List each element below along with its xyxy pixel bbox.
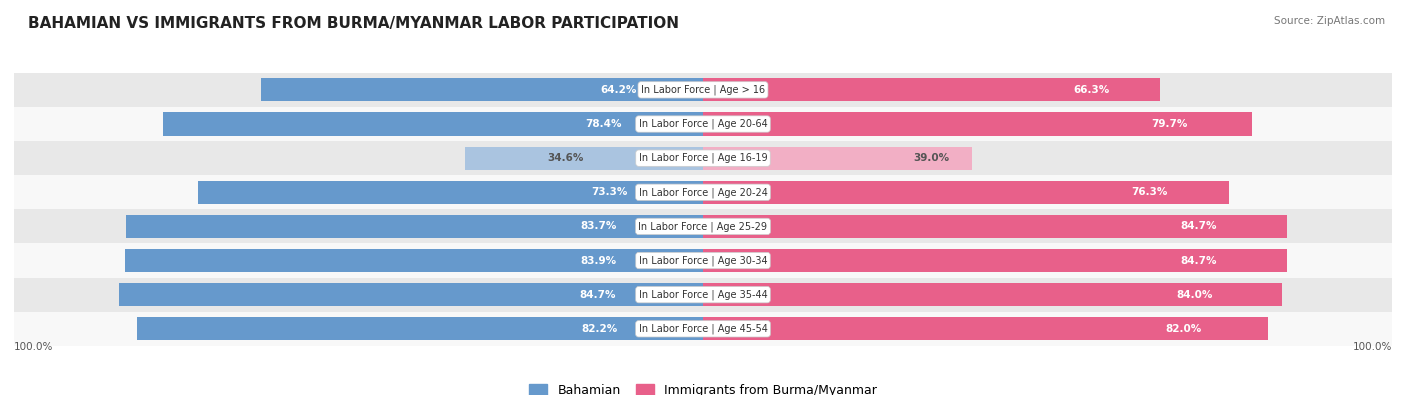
Bar [14,209,1392,243]
Text: 64.2%: 64.2% [600,85,637,95]
Text: 84.0%: 84.0% [1177,290,1213,300]
Text: In Labor Force | Age 20-24: In Labor Force | Age 20-24 [638,187,768,198]
Text: 84.7%: 84.7% [1181,222,1218,231]
Text: Source: ZipAtlas.com: Source: ZipAtlas.com [1274,16,1385,26]
Text: 83.9%: 83.9% [581,256,616,265]
Bar [703,78,1160,102]
Bar [120,283,703,306]
Bar [703,283,1282,306]
Text: In Labor Force | Age 30-34: In Labor Force | Age 30-34 [638,255,768,266]
Bar [198,181,703,204]
Bar [703,249,1286,272]
Bar [14,73,1392,107]
Bar [14,175,1392,209]
Bar [703,181,1229,204]
Text: 79.7%: 79.7% [1152,119,1188,129]
Bar [127,215,703,238]
Text: 78.4%: 78.4% [585,119,621,129]
Bar [703,215,1286,238]
Bar [260,78,703,102]
Text: BAHAMIAN VS IMMIGRANTS FROM BURMA/MYANMAR LABOR PARTICIPATION: BAHAMIAN VS IMMIGRANTS FROM BURMA/MYANMA… [28,16,679,31]
Bar [14,278,1392,312]
Text: 73.3%: 73.3% [591,187,627,197]
Text: In Labor Force | Age 16-19: In Labor Force | Age 16-19 [638,153,768,164]
Text: In Labor Force | Age > 16: In Labor Force | Age > 16 [641,85,765,95]
Text: In Labor Force | Age 25-29: In Labor Force | Age 25-29 [638,221,768,232]
Text: 39.0%: 39.0% [914,153,949,163]
Bar [136,317,703,340]
Text: 100.0%: 100.0% [1353,342,1392,352]
Text: 34.6%: 34.6% [547,153,583,163]
Bar [14,243,1392,278]
Text: 82.2%: 82.2% [582,324,619,334]
Bar [464,147,703,170]
Bar [14,141,1392,175]
Bar [14,107,1392,141]
Text: 82.0%: 82.0% [1166,324,1201,334]
Text: 83.7%: 83.7% [581,222,616,231]
Text: 76.3%: 76.3% [1132,187,1168,197]
Bar [163,113,703,135]
Bar [125,249,703,272]
Legend: Bahamian, Immigrants from Burma/Myanmar: Bahamian, Immigrants from Burma/Myanmar [523,379,883,395]
Text: In Labor Force | Age 35-44: In Labor Force | Age 35-44 [638,290,768,300]
Bar [703,113,1253,135]
Text: In Labor Force | Age 45-54: In Labor Force | Age 45-54 [638,324,768,334]
Bar [703,147,972,170]
Bar [14,312,1392,346]
Text: In Labor Force | Age 20-64: In Labor Force | Age 20-64 [638,119,768,129]
Text: 84.7%: 84.7% [1181,256,1218,265]
Bar [703,317,1268,340]
Text: 84.7%: 84.7% [579,290,616,300]
Text: 66.3%: 66.3% [1073,85,1109,95]
Text: 100.0%: 100.0% [14,342,53,352]
